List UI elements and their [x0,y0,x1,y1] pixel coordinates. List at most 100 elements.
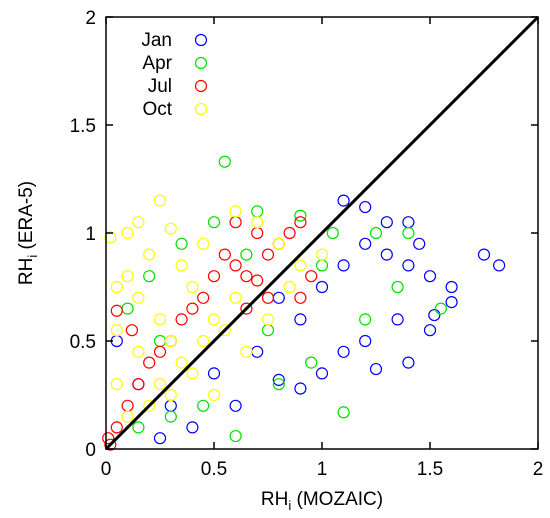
data-point-jan [337,194,350,207]
data-point-jan [369,362,383,376]
data-point-jan [337,259,350,272]
data-point-jan [445,280,458,294]
data-point-oct [132,291,145,304]
x-axis-label-rest: (MOZAIC) [291,489,383,510]
data-point-jan [207,367,221,380]
data-point-apr [369,226,383,240]
x-axis-label-base: RH [261,489,288,510]
x-tick-label: 0 [101,459,112,480]
data-point-jul [294,291,307,304]
x-axis-label: RHi (MOZAIC) [261,489,383,513]
data-point-oct [283,280,296,294]
data-point-apr [261,324,275,337]
data-point-jan [428,308,441,322]
data-point-jan [380,248,393,261]
data-point-oct [272,237,285,250]
data-point-oct [110,280,123,294]
data-point-apr [337,406,350,419]
data-point-oct [132,216,145,229]
data-point-apr [229,429,242,443]
data-point-apr [121,302,134,315]
data-point-jul [125,324,139,337]
data-point-jul [186,302,199,315]
data-point-jul [261,248,275,261]
legend-label-jul: Jul [148,76,172,97]
data-point-apr [175,237,188,250]
data-point-oct [110,324,123,337]
data-point-jan [272,291,285,304]
y-tick-label: 1.5 [70,116,96,137]
x-tick-label: 0.5 [201,459,227,480]
legend-label-oct: Oct [142,99,172,120]
data-point-apr [326,226,339,240]
data-point-jul [229,259,242,272]
data-point-jan [402,259,415,272]
data-point-oct [294,259,307,272]
data-point-oct [164,388,177,402]
data-point-jul [197,291,210,304]
y-tick-label: 2 [85,8,96,29]
data-points [102,155,506,451]
axis-ticks: 0 0.5 1 1.5 2 0 0.5 1 1.5 2 [70,8,544,480]
data-point-jan [186,421,199,434]
data-point-jul [207,270,221,283]
data-point-jul [240,270,253,283]
data-point-apr [143,270,156,283]
data-point-jan [402,216,415,229]
data-point-jul [251,226,264,240]
data-point-oct [175,259,188,272]
data-point-oct [240,345,253,358]
legend-marker-jul [194,79,208,93]
data-point-jul [240,302,253,315]
data-point-jan [380,216,393,229]
data-point-oct [207,388,221,402]
data-point-oct [197,237,210,250]
data-point-apr [164,410,177,423]
data-point-jan [402,356,415,369]
legend-marker-oct [194,102,208,116]
data-point-jan [294,313,307,326]
data-point-jul [305,270,318,283]
reference-line-y-equals-x [104,15,540,451]
data-point-jan [477,248,491,261]
data-point-jul [143,356,156,369]
data-point-jul [251,274,264,287]
data-point-jul [132,378,145,391]
data-point-oct [261,313,275,326]
y-axis-label-base: RH [16,258,37,285]
data-point-oct [104,231,117,244]
data-point-jul [294,216,307,229]
data-point-jul [218,248,231,261]
data-point-jul [175,313,188,326]
y-axis-label: RHi (ERA-5) [16,181,40,285]
legend-marker-apr [194,56,208,70]
data-point-oct [132,345,145,358]
data-point-oct [186,280,199,294]
data-point-oct [153,313,167,326]
data-point-apr [305,356,318,369]
data-point-oct [175,356,188,369]
data-point-apr [218,155,231,168]
data-point-oct [251,216,264,229]
data-point-oct [153,194,167,207]
data-point-jan [359,237,372,250]
y-tick-label: 0 [85,440,96,461]
data-point-jan [359,334,372,348]
data-point-jan [391,313,404,326]
data-point-oct [143,248,156,261]
data-point-jan [423,270,437,283]
data-point-jan [294,382,307,395]
data-point-oct [110,378,123,391]
data-point-jan [337,345,350,358]
data-point-jul [283,226,296,240]
data-point-oct [229,205,242,218]
data-point-jul [261,291,275,304]
y-tick-label: 0.5 [70,332,96,353]
data-point-jan [153,432,167,445]
data-point-apr [402,226,415,240]
data-point-oct [207,313,221,326]
data-point-oct [218,324,231,337]
data-point-oct [229,291,242,304]
